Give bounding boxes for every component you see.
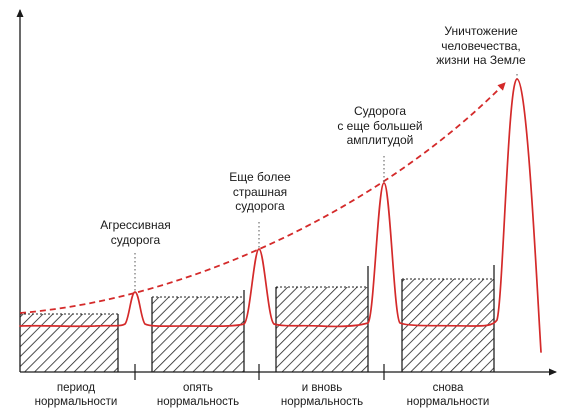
period-label-2-line-1: опять	[182, 382, 214, 394]
annotation-spasm-2: Еще более страшная судорога	[190, 170, 330, 214]
annotation-spasm-2-line-1: Еще более	[229, 170, 291, 184]
annotation-spasm-3: Судорога с еще большей амплитудой	[300, 104, 460, 148]
period-label-3-line-2: норрмальность	[280, 396, 364, 408]
period-label-4-line-2: норрмальности	[406, 396, 490, 408]
annotation-spasm-4-line-1: Уничтожение	[444, 24, 518, 38]
normality-block-3	[276, 287, 368, 372]
annotation-spasm-2-line-3: судорога	[235, 199, 285, 213]
annotation-spasm-1-line-1: Агрессивная	[100, 218, 171, 232]
annotation-spasm-2-line-2: страшная	[232, 184, 288, 199]
annotation-spasm-4-line-3: жизни на Земле	[436, 53, 526, 67]
period-label-1: период норрмальности	[14, 381, 138, 409]
period-label-2: опять норрмальность	[139, 381, 257, 409]
annotation-spasm-3-line-3: амплитудой	[346, 133, 414, 147]
normality-block-1	[20, 314, 118, 372]
normality-blocks	[20, 265, 495, 372]
period-label-1-line-1: период	[56, 382, 96, 394]
annotation-spasm-3-line-1: Судорога	[353, 104, 407, 118]
annotation-spasm-4: Уничтожение человечества, жизни на Земле	[400, 24, 562, 68]
period-label-4-line-1: снова	[432, 382, 464, 394]
period-label-1-line-2: норрмальности	[34, 396, 118, 408]
period-label-3-line-1: и вновь	[301, 382, 343, 394]
spasm-curve	[19, 78, 542, 353]
normality-block-2	[152, 297, 244, 372]
annotation-spasm-3-line-2: с еще большей	[337, 118, 423, 133]
period-label-4: снова норрмальности	[386, 381, 510, 409]
period-label-3: и вновь норрмальность	[262, 381, 382, 409]
period-label-2-line-2: норрмальность	[156, 396, 240, 408]
annotation-spasm-1: Агрессивная судорога	[63, 218, 208, 247]
axes	[16, 9, 557, 380]
annotation-spasm-1-line-2: судорога	[110, 232, 161, 247]
annotation-spasm-4-line-2: человечества,	[441, 38, 521, 53]
